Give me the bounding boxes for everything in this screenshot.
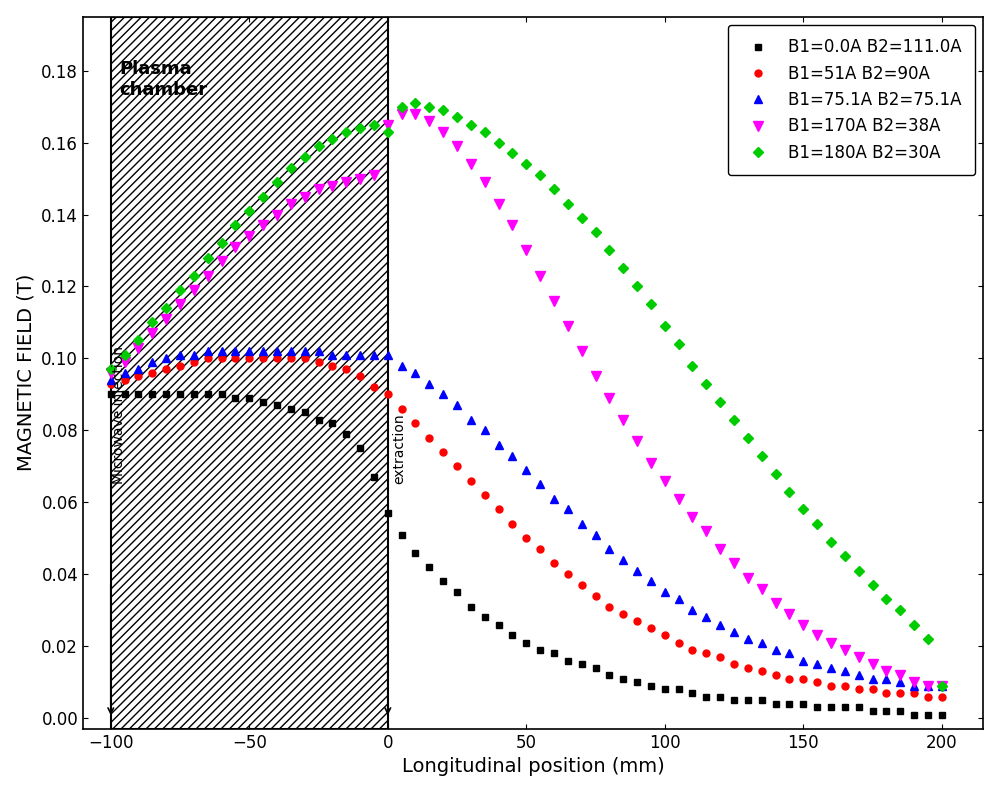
B1=170A B2=38A [936, 681, 948, 691]
B1=75.1A B2=75.1A [617, 555, 629, 565]
B1=51A B2=90A [285, 354, 297, 363]
B1=180A B2=30A [562, 199, 574, 209]
B1=180A B2=30A [396, 102, 408, 111]
B1=0.0A B2=111.0A [936, 710, 948, 719]
B1=180A B2=30A [299, 152, 311, 162]
B1=180A B2=30A [105, 365, 117, 374]
B1=51A B2=90A [562, 569, 574, 579]
B1=170A B2=38A [922, 681, 934, 691]
B1=170A B2=38A [617, 415, 629, 424]
B1=75.1A B2=75.1A [936, 681, 948, 691]
B1=170A B2=38A [839, 645, 851, 654]
B1=75.1A B2=75.1A [409, 368, 421, 377]
Text: Plasma
chamber: Plasma chamber [119, 59, 207, 98]
Legend: B1=0.0A B2=111.0A, B1=51A B2=90A, B1=75.1A B2=75.1A, B1=170A B2=38A, B1=180A B2=: B1=0.0A B2=111.0A, B1=51A B2=90A, B1=75.… [728, 25, 975, 175]
B1=51A B2=90A [105, 379, 117, 389]
B1=51A B2=90A [839, 681, 851, 691]
Text: Microwave injection: Microwave injection [112, 347, 126, 485]
B1=170A B2=38A [299, 192, 311, 201]
Text: extraction: extraction [392, 414, 406, 485]
B1=0.0A B2=111.0A [105, 389, 117, 399]
B1=170A B2=38A [409, 109, 421, 118]
B1=170A B2=38A [105, 368, 117, 377]
B1=51A B2=90A [617, 609, 629, 619]
B1=0.0A B2=111.0A [908, 710, 920, 719]
B1=0.0A B2=111.0A [825, 703, 837, 712]
B1=75.1A B2=75.1A [313, 347, 325, 356]
B1=180A B2=30A [617, 264, 629, 274]
B1=75.1A B2=75.1A [562, 504, 574, 514]
B1=0.0A B2=111.0A [603, 670, 615, 680]
B1=75.1A B2=75.1A [105, 375, 117, 385]
B1=51A B2=90A [936, 691, 948, 701]
B1=0.0A B2=111.0A [548, 649, 560, 658]
Y-axis label: MAGNETIC FIELD (T): MAGNETIC FIELD (T) [17, 274, 36, 472]
B1=180A B2=30A [271, 178, 283, 187]
B1=0.0A B2=111.0A [299, 408, 311, 417]
B1=170A B2=38A [562, 321, 574, 331]
Line: B1=180A B2=30A: B1=180A B2=30A [107, 100, 945, 689]
B1=0.0A B2=111.0A [271, 400, 283, 410]
B1=51A B2=90A [202, 354, 214, 363]
B1=75.1A B2=75.1A [839, 667, 851, 676]
B1=180A B2=30A [409, 98, 421, 108]
Bar [111, 17, 388, 729]
Line: B1=51A B2=90A: B1=51A B2=90A [107, 355, 945, 700]
Line: B1=75.1A B2=75.1A: B1=75.1A B2=75.1A [107, 347, 946, 690]
B1=170A B2=38A [396, 109, 408, 118]
Line: B1=170A B2=38A: B1=170A B2=38A [106, 109, 947, 691]
B1=75.1A B2=75.1A [202, 347, 214, 356]
B1=180A B2=30A [936, 681, 948, 691]
B1=75.1A B2=75.1A [908, 681, 920, 691]
B1=180A B2=30A [839, 551, 851, 561]
B1=170A B2=38A [271, 210, 283, 220]
B1=51A B2=90A [409, 419, 421, 428]
B1=75.1A B2=75.1A [285, 347, 297, 356]
B1=51A B2=90A [313, 357, 325, 366]
B1=0.0A B2=111.0A [396, 530, 408, 539]
B1=51A B2=90A [922, 691, 934, 701]
Line: B1=0.0A B2=111.0A: B1=0.0A B2=111.0A [107, 391, 945, 718]
X-axis label: Longitudinal position (mm): Longitudinal position (mm) [402, 757, 665, 776]
